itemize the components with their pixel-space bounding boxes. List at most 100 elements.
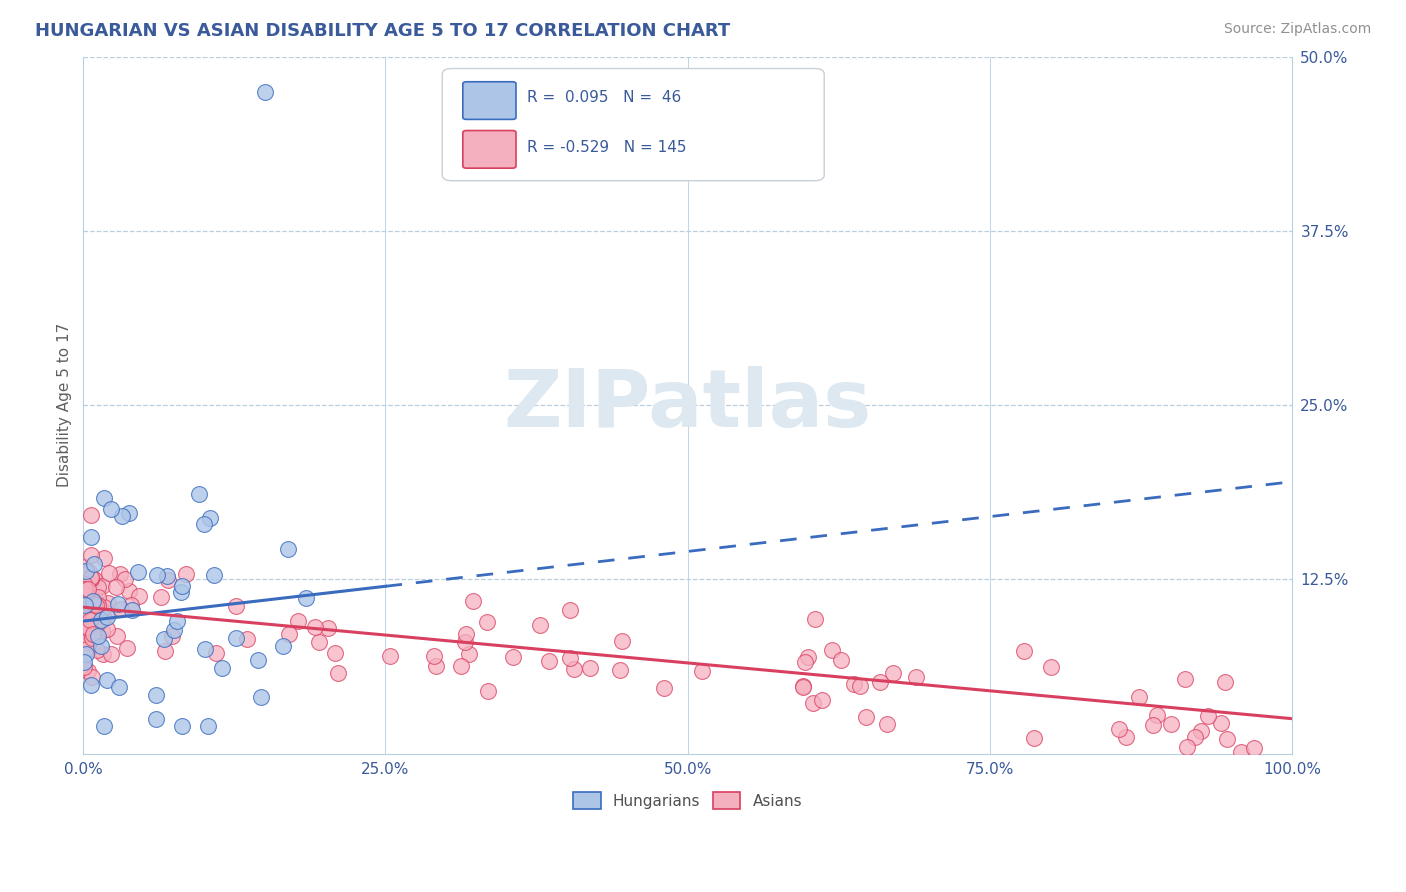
Point bbox=[80, 569, 103, 583]
Point bbox=[79, 624, 101, 639]
Point bbox=[882, 666, 904, 681]
Point bbox=[80, 573, 103, 587]
Point bbox=[1213, 674, 1236, 689]
Point bbox=[118, 506, 141, 520]
Point bbox=[153, 632, 176, 646]
Point bbox=[187, 487, 209, 501]
Point bbox=[73, 577, 96, 591]
Point bbox=[111, 508, 134, 523]
Point bbox=[100, 647, 122, 661]
Point bbox=[558, 650, 581, 665]
Point bbox=[93, 718, 115, 732]
Point bbox=[454, 635, 477, 649]
Point bbox=[821, 642, 844, 657]
Point bbox=[225, 599, 247, 613]
Point bbox=[193, 517, 215, 532]
Point bbox=[323, 646, 346, 660]
Point bbox=[652, 681, 675, 695]
Point bbox=[463, 594, 485, 608]
Point bbox=[1229, 745, 1251, 759]
Point bbox=[1040, 660, 1063, 674]
Point bbox=[83, 557, 105, 571]
Point bbox=[93, 599, 115, 614]
Point bbox=[80, 678, 103, 692]
Point bbox=[1174, 672, 1197, 686]
Point bbox=[100, 502, 122, 516]
Point bbox=[1108, 722, 1130, 736]
Point bbox=[77, 636, 100, 650]
Point bbox=[114, 573, 136, 587]
Point bbox=[75, 647, 97, 661]
Point bbox=[1189, 723, 1212, 738]
Point bbox=[82, 591, 104, 606]
Point bbox=[1146, 707, 1168, 722]
Point bbox=[145, 567, 167, 582]
Point bbox=[277, 541, 299, 556]
Point bbox=[87, 629, 110, 643]
Point bbox=[75, 614, 97, 628]
Point bbox=[76, 619, 98, 633]
Point bbox=[90, 613, 112, 627]
Point bbox=[174, 567, 197, 582]
Point bbox=[149, 590, 172, 604]
Point bbox=[76, 642, 98, 657]
Point bbox=[166, 615, 188, 629]
Point bbox=[211, 661, 233, 675]
Point bbox=[73, 560, 96, 574]
Point bbox=[93, 611, 115, 625]
Point bbox=[1243, 741, 1265, 756]
Point bbox=[287, 615, 309, 629]
Point bbox=[803, 612, 825, 626]
Point bbox=[86, 616, 108, 631]
Point bbox=[91, 648, 114, 662]
Point bbox=[1216, 731, 1239, 746]
Point bbox=[295, 591, 318, 606]
Legend: Hungarians, Asians: Hungarians, Asians bbox=[567, 786, 808, 815]
Point bbox=[77, 626, 100, 640]
Point bbox=[849, 679, 872, 693]
Point bbox=[80, 508, 103, 523]
Point bbox=[82, 631, 104, 645]
Y-axis label: Disability Age 5 to 17: Disability Age 5 to 17 bbox=[58, 323, 72, 487]
Point bbox=[84, 599, 107, 613]
Point bbox=[82, 595, 104, 609]
Point bbox=[904, 670, 927, 684]
Point bbox=[120, 599, 142, 613]
Point bbox=[304, 620, 326, 634]
Point bbox=[108, 567, 131, 582]
Point bbox=[810, 693, 832, 707]
Point bbox=[502, 649, 524, 664]
Point bbox=[560, 603, 582, 617]
Point bbox=[75, 624, 97, 638]
Point bbox=[89, 599, 111, 614]
Point bbox=[82, 627, 104, 641]
Point bbox=[145, 712, 167, 726]
Point bbox=[83, 596, 105, 610]
Point bbox=[73, 632, 96, 646]
Point bbox=[77, 596, 100, 610]
Point bbox=[91, 578, 114, 592]
Point bbox=[869, 675, 891, 690]
Point bbox=[96, 622, 118, 636]
Point bbox=[115, 641, 138, 656]
Point bbox=[75, 607, 97, 621]
Point bbox=[91, 624, 114, 638]
Point bbox=[308, 635, 330, 649]
Point bbox=[160, 629, 183, 643]
Point bbox=[73, 655, 96, 669]
Point bbox=[202, 567, 225, 582]
Point bbox=[690, 664, 713, 678]
Point bbox=[82, 610, 104, 624]
Point bbox=[90, 603, 112, 617]
Point bbox=[163, 623, 186, 637]
Point bbox=[855, 709, 877, 723]
Point bbox=[80, 571, 103, 585]
Point bbox=[80, 670, 103, 684]
Point bbox=[97, 566, 120, 581]
Point bbox=[82, 612, 104, 626]
Point bbox=[797, 649, 820, 664]
Point bbox=[316, 621, 339, 635]
Point bbox=[253, 85, 276, 99]
Point bbox=[121, 602, 143, 616]
Point bbox=[170, 579, 193, 593]
